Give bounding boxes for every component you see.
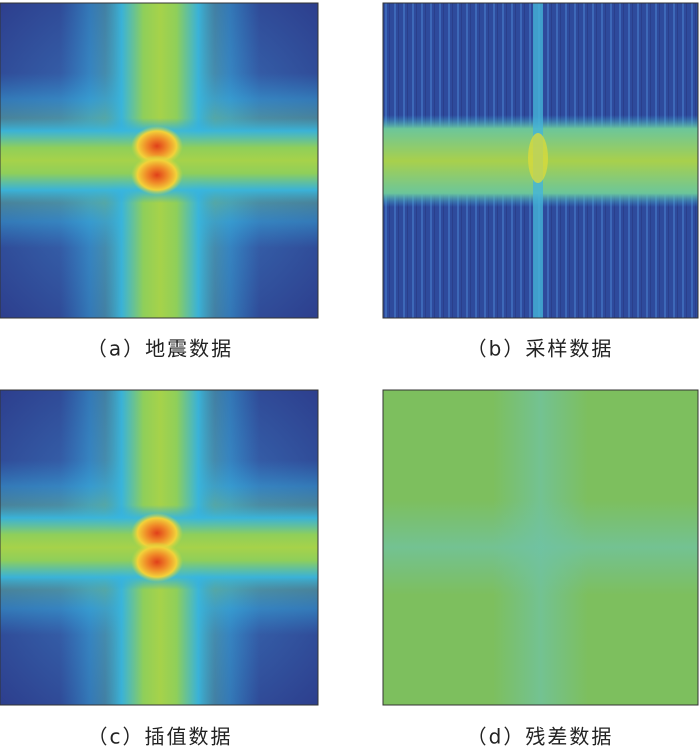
panel-d-hband xyxy=(383,500,698,595)
panel-c-image xyxy=(0,389,319,706)
caption: （c）插值数据 xyxy=(88,725,233,749)
caption: （d）残差数据 xyxy=(467,725,614,749)
panel-b-image xyxy=(382,2,699,319)
panel-d-image xyxy=(382,389,699,706)
caption: （b）采样数据 xyxy=(467,337,614,361)
caption: （a）地震数据 xyxy=(87,337,233,361)
panel-b-frame xyxy=(382,2,699,319)
panel-a-image xyxy=(0,2,319,319)
panel-b-core xyxy=(528,133,548,183)
panel-d-frame xyxy=(382,389,699,706)
